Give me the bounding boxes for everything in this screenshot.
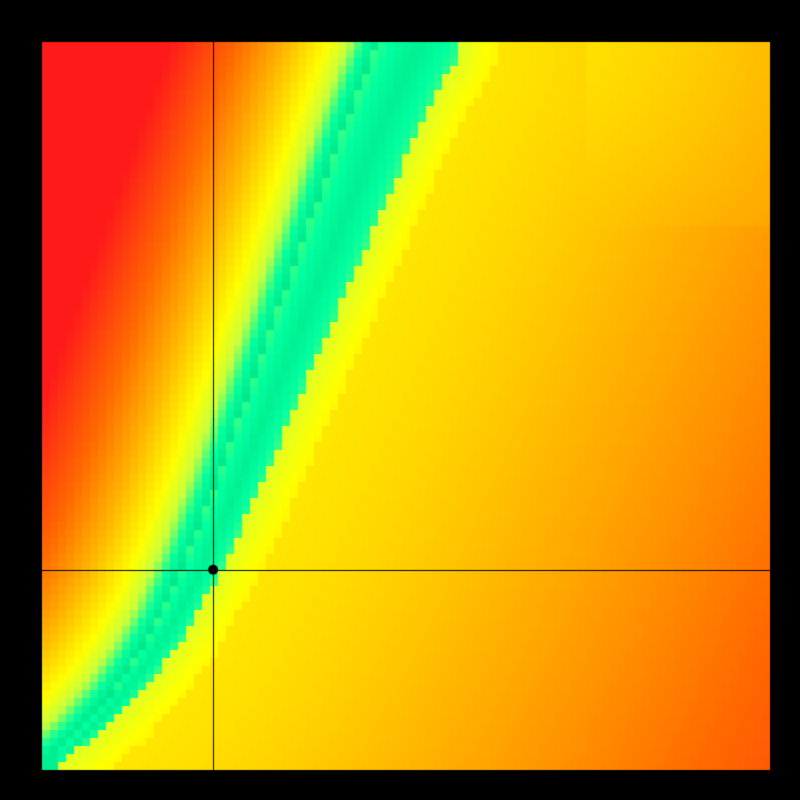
bottleneck-heatmap xyxy=(0,0,800,800)
